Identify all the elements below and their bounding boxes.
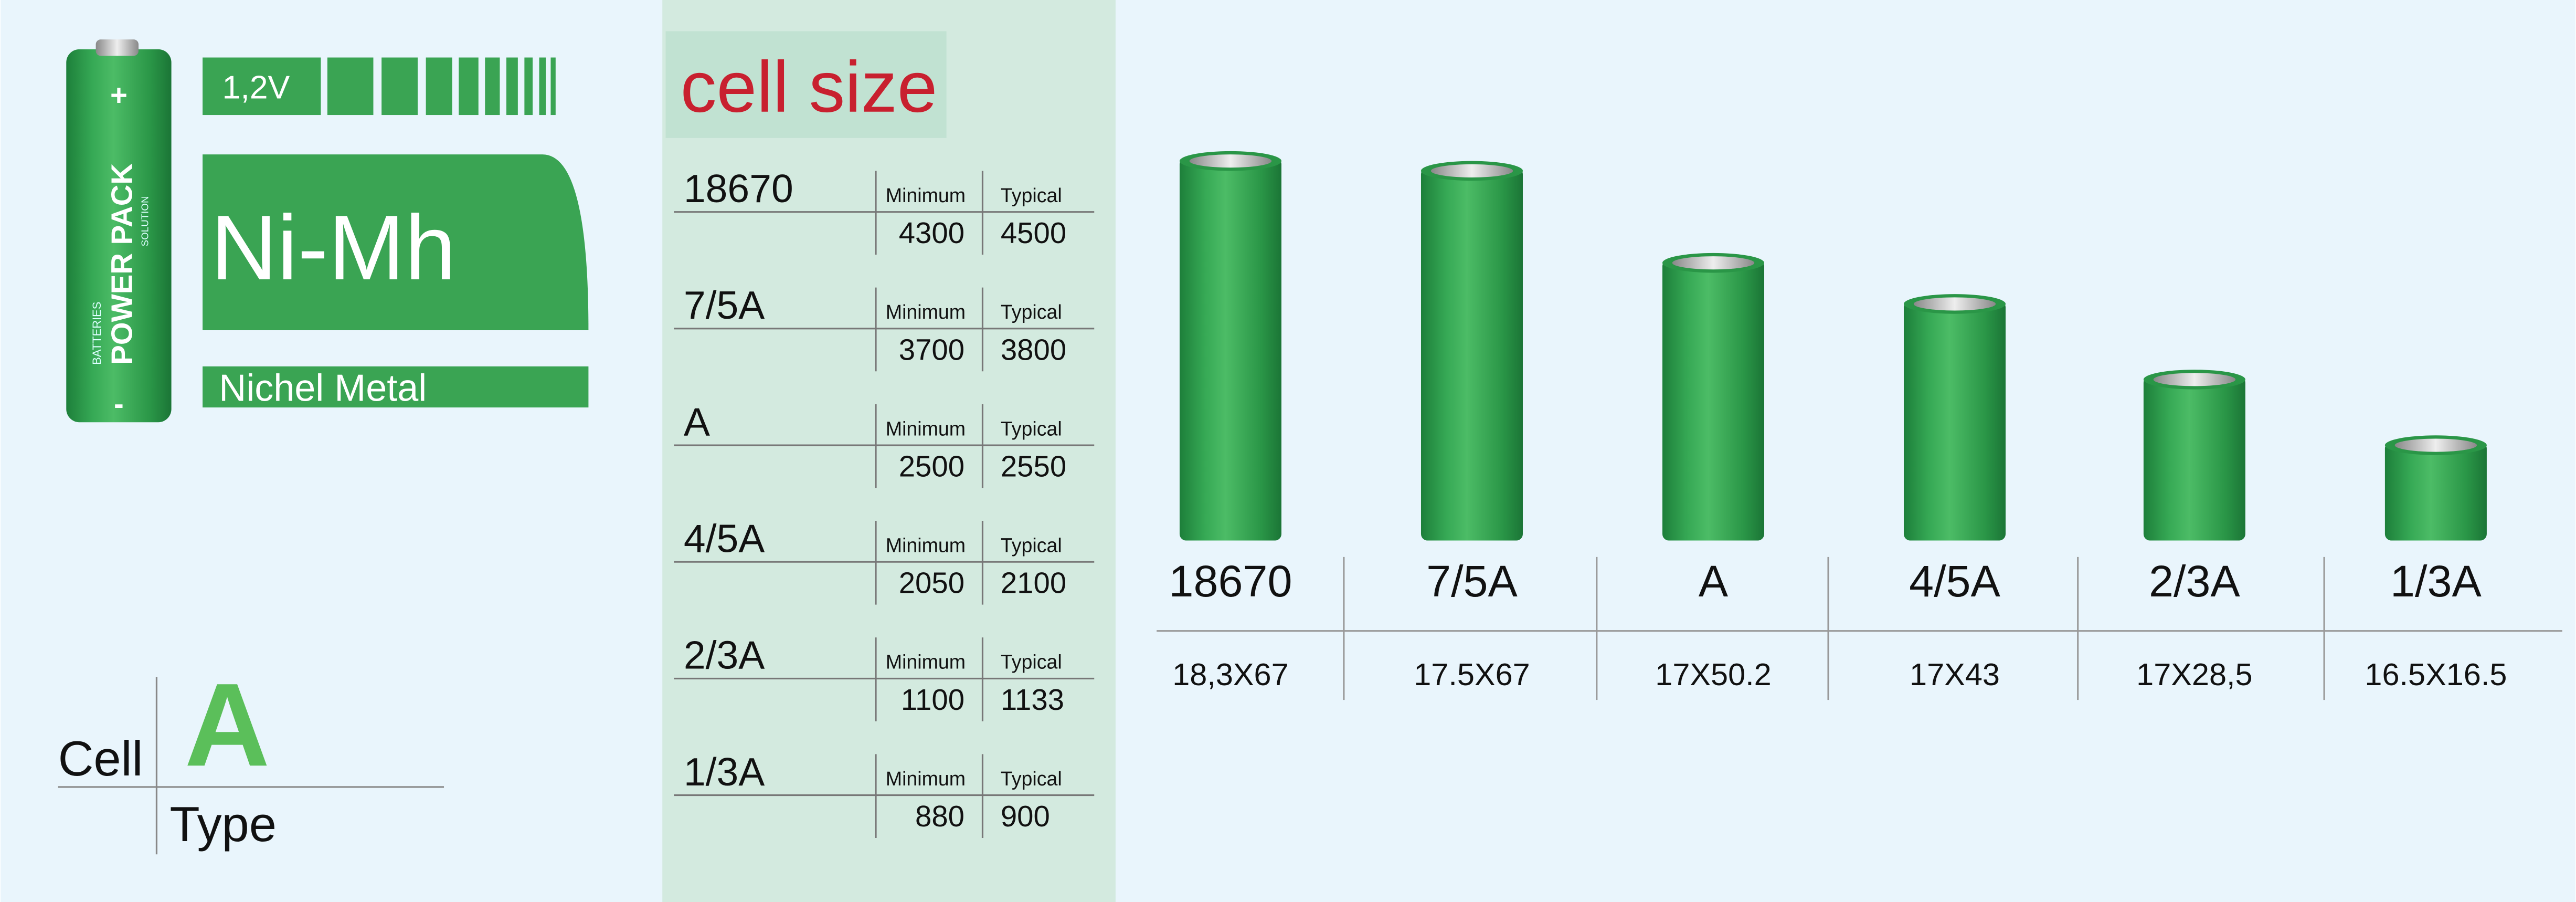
row-name: 7/5A xyxy=(684,283,765,327)
cell-body xyxy=(2384,442,2487,541)
min-value: 4300 xyxy=(899,216,964,249)
cell-body xyxy=(1420,167,1523,541)
cell-name: 4/5A xyxy=(1909,557,2000,606)
cell-name: 7/5A xyxy=(1426,557,1518,606)
badge: 1,2V Ni-Mh Nichel Metal xyxy=(203,57,589,410)
cell-letter: A xyxy=(185,658,270,791)
typ-value: 4500 xyxy=(1001,216,1066,249)
row-name: 18670 xyxy=(684,166,793,211)
min-value: 1100 xyxy=(901,683,964,716)
battery-plus: + xyxy=(110,78,128,111)
cell-cap xyxy=(2394,438,2477,452)
cell-size: 17X50.2 xyxy=(1655,657,1771,692)
typ-label: Typical xyxy=(1001,417,1062,439)
cell-size: 17.5X67 xyxy=(1414,657,1530,692)
capacity-table: 18670 Minimum Typical 4300 4500 7/5A Minimum Ty… xyxy=(674,166,1095,838)
typ-value: 1133 xyxy=(1001,683,1064,716)
typ-label: Typical xyxy=(1001,184,1062,206)
cell-cap xyxy=(2153,373,2236,386)
cell-name: 1/3A xyxy=(2390,557,2482,606)
name-box xyxy=(203,366,589,408)
typ-label: Typical xyxy=(1001,768,1062,790)
typ-value: 2100 xyxy=(1001,567,1066,600)
cell-body xyxy=(1179,158,1281,541)
typ-value: 900 xyxy=(1001,800,1050,833)
cell-cap xyxy=(1672,256,1755,270)
cell-type: Cell A Type xyxy=(58,658,444,855)
battery-cap xyxy=(96,39,139,56)
battery: POWER PACK BATTERIES SOLUTION + - xyxy=(66,39,172,423)
cell-size: 17X43 xyxy=(1910,657,2000,692)
cell-cap xyxy=(1913,297,1996,311)
cell-label: Cell xyxy=(58,731,143,786)
battery-body xyxy=(66,49,172,423)
min-label: Minimum xyxy=(886,651,966,673)
battery-minus: - xyxy=(114,387,124,421)
min-label: Minimum xyxy=(886,301,966,323)
typ-value: 2550 xyxy=(1001,450,1066,483)
battery-brand: POWER PACK xyxy=(105,163,138,365)
cell-cap xyxy=(1189,154,1272,168)
row-name: 1/3A xyxy=(684,750,765,794)
row-name: 2/3A xyxy=(684,633,765,677)
min-value: 2500 xyxy=(899,450,964,483)
chemistry: Ni-Mh xyxy=(211,196,456,299)
typ-value: 3800 xyxy=(1001,333,1066,366)
table-panel xyxy=(662,0,1116,902)
cell-body xyxy=(1903,300,2006,541)
typ-label: Typical xyxy=(1001,534,1062,556)
cell-size: 17X28,5 xyxy=(2136,657,2252,692)
cell-sizes: 18670 18,3X67 7/5A 17.5X67 A 17X50.2 4/5A 17X43… xyxy=(1169,151,2507,700)
min-label: Minimum xyxy=(886,417,966,439)
cell-name: 2/3A xyxy=(2149,557,2240,606)
min-value: 3700 xyxy=(899,333,964,366)
min-label: Minimum xyxy=(886,768,966,790)
min-value: 880 xyxy=(915,800,964,833)
row-name: 4/5A xyxy=(684,516,765,560)
chemistry-box xyxy=(203,154,589,330)
stripes xyxy=(327,57,556,116)
battery-bottom-text: SOLUTION xyxy=(140,196,151,246)
cell-name: 18670 xyxy=(1169,557,1292,606)
min-label: Minimum xyxy=(886,184,966,206)
cell-name: A xyxy=(1699,557,1729,606)
title-box xyxy=(665,31,947,138)
voltage: 1,2V xyxy=(222,69,290,106)
cell-body xyxy=(2143,376,2245,541)
min-value: 2050 xyxy=(899,567,964,600)
min-label: Minimum xyxy=(886,534,966,556)
typ-label: Typical xyxy=(1001,651,1062,673)
cell-size: 18,3X67 xyxy=(1172,657,1288,692)
cell-cap xyxy=(1430,164,1513,177)
row-name: A xyxy=(684,400,710,444)
type-label: Type xyxy=(169,796,276,852)
typ-label: Typical xyxy=(1001,301,1062,323)
table-title: cell size xyxy=(681,47,938,128)
voltage-box xyxy=(203,57,321,116)
cell-body xyxy=(1662,259,1765,541)
chemistry-name: Nichel Metal xyxy=(219,368,427,410)
battery-top-text: BATTERIES xyxy=(90,302,103,365)
cell-size: 16.5X16.5 xyxy=(2365,657,2507,692)
